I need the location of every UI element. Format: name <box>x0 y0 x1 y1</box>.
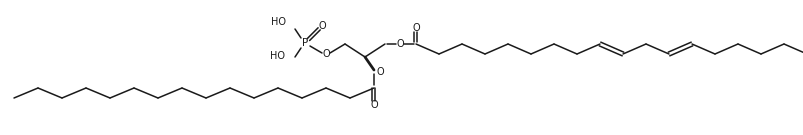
Text: O: O <box>318 21 325 31</box>
Text: O: O <box>412 23 419 33</box>
Text: O: O <box>396 39 403 49</box>
Text: O: O <box>376 67 383 77</box>
Text: O: O <box>322 49 329 59</box>
Text: O: O <box>369 100 377 110</box>
Text: HO: HO <box>270 51 284 61</box>
Text: P: P <box>301 38 308 48</box>
Text: HO: HO <box>271 17 286 27</box>
